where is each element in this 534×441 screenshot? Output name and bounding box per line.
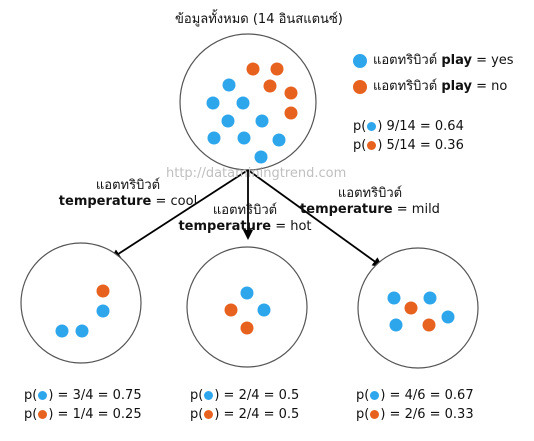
legend-no-label: แอตทริบิวต์ play = no — [373, 79, 507, 95]
yes-dot-icon — [204, 391, 214, 400]
legend-yes-value: = yes — [471, 53, 514, 68]
edge-mild — [247, 169, 383, 268]
watermark: http://dataminingtrend.com — [166, 166, 347, 181]
mild-p-no-value: = 2/6 = 0.33 — [389, 407, 474, 422]
prob-close: ) — [377, 119, 387, 134]
cool-instances — [55, 284, 110, 338]
edge-label-hot-value: = hot — [271, 219, 312, 234]
instance-yes — [237, 131, 251, 145]
instance-yes — [441, 310, 455, 324]
cool-p-no: p() = 1/4 = 0.25 — [24, 407, 142, 422]
edge-label-hot-line1: แอตทริบิวต์ — [212, 203, 278, 218]
edge-label-mild-value: = mild — [392, 202, 440, 217]
root-instances — [206, 62, 298, 164]
edge-label-hot-attr: temperature — [178, 219, 272, 234]
yes-dot-icon — [370, 391, 380, 400]
legend-no-dot — [353, 80, 367, 94]
instance-no — [224, 303, 238, 317]
edge-cool — [110, 169, 249, 260]
instance-yes — [221, 114, 235, 128]
instance-yes — [389, 318, 403, 332]
instance-yes — [75, 324, 89, 338]
legend-yes-dot — [353, 54, 367, 68]
instance-yes — [272, 133, 286, 147]
edge-label-mild: แอตทริบิวต์ temperature = mild — [300, 186, 440, 218]
cool-p-no-value: = 1/4 = 0.25 — [57, 407, 142, 422]
hot-p-no: p() = 2/4 = 0.5 — [190, 407, 300, 422]
instance-yes — [55, 324, 69, 338]
legend-no-value: = no — [471, 79, 508, 94]
legend-attr-prefix: แอตทริบิวต์ — [373, 53, 438, 68]
legend-attr-name: play — [441, 53, 472, 68]
edge-label-mild-attr: temperature — [300, 202, 393, 217]
instance-yes — [240, 286, 254, 300]
instance-no — [96, 284, 110, 298]
instance-yes — [207, 131, 221, 145]
instance-yes — [387, 291, 401, 305]
instance-yes — [96, 304, 110, 318]
instance-no — [270, 62, 284, 76]
instance-no — [404, 301, 418, 315]
mild-p-no: p() = 2/6 = 0.33 — [356, 407, 474, 422]
edge-label-cool-line1: แอตทริบิวต์ — [95, 178, 161, 193]
no-dot-icon — [367, 141, 377, 150]
instance-yes — [423, 291, 437, 305]
root-p-no: p() 5/14 = 0.36 — [353, 138, 464, 154]
hot-p-no-value: = 2/4 = 0.5 — [223, 407, 300, 422]
no-dot-icon — [204, 410, 214, 419]
hot-instances — [224, 286, 271, 335]
root-title: ข้อมูลทั้งหมด (14 อินสแตนซ์) — [175, 12, 343, 27]
child-node-cool — [20, 242, 142, 364]
yes-dot-icon — [38, 391, 48, 400]
yes-dot-icon — [367, 122, 377, 131]
cool-p-yes: p() = 3/4 = 0.75 — [24, 388, 142, 403]
edge-label-mild-line1: แอตทริบิวต์ — [337, 186, 403, 201]
child-node-hot — [186, 246, 308, 368]
instance-yes — [257, 303, 271, 317]
no-dot-icon — [370, 410, 380, 419]
prob-open: p( — [353, 119, 367, 134]
no-dot-icon — [38, 410, 48, 419]
edge-label-cool: แอตทริบิวต์ temperature = cool — [58, 178, 198, 210]
root-p-yes: p() 9/14 = 0.64 — [353, 119, 464, 135]
instance-no — [240, 321, 254, 335]
edge-label-cool-attr: temperature — [58, 194, 152, 209]
mild-p-yes: p() = 4/6 = 0.67 — [356, 388, 474, 403]
mild-p-yes-value: = 4/6 = 0.67 — [389, 388, 474, 403]
instance-no — [422, 318, 436, 332]
prob-close: ) — [377, 138, 387, 153]
instance-no — [284, 86, 298, 100]
instance-yes — [206, 96, 220, 110]
legend-attr-prefix: แอตทริบิวต์ — [373, 79, 438, 94]
instance-yes — [254, 150, 268, 164]
cool-p-yes-value: = 3/4 = 0.75 — [57, 388, 142, 403]
instance-yes — [236, 96, 250, 110]
instance-yes — [222, 78, 236, 92]
instance-no — [263, 79, 277, 93]
child-node-mild — [357, 247, 479, 369]
edge-label-hot: แอตทริบิวต์ temperature = hot — [175, 203, 315, 235]
legend-yes-label: แอตทริบิวต์ play = yes — [373, 53, 514, 69]
root-p-no-value: 5/14 = 0.36 — [386, 138, 464, 153]
instance-yes — [255, 114, 269, 128]
instance-no — [246, 62, 260, 76]
hot-p-yes: p() = 2/4 = 0.5 — [190, 388, 300, 403]
edge-label-cool-value: = cool — [151, 194, 198, 209]
hot-p-yes-value: = 2/4 = 0.5 — [223, 388, 300, 403]
prob-open: p( — [353, 138, 367, 153]
legend-attr-name: play — [441, 79, 472, 94]
mild-instances — [387, 291, 455, 332]
root-p-yes-value: 9/14 = 0.64 — [386, 119, 464, 134]
instance-no — [284, 106, 298, 120]
